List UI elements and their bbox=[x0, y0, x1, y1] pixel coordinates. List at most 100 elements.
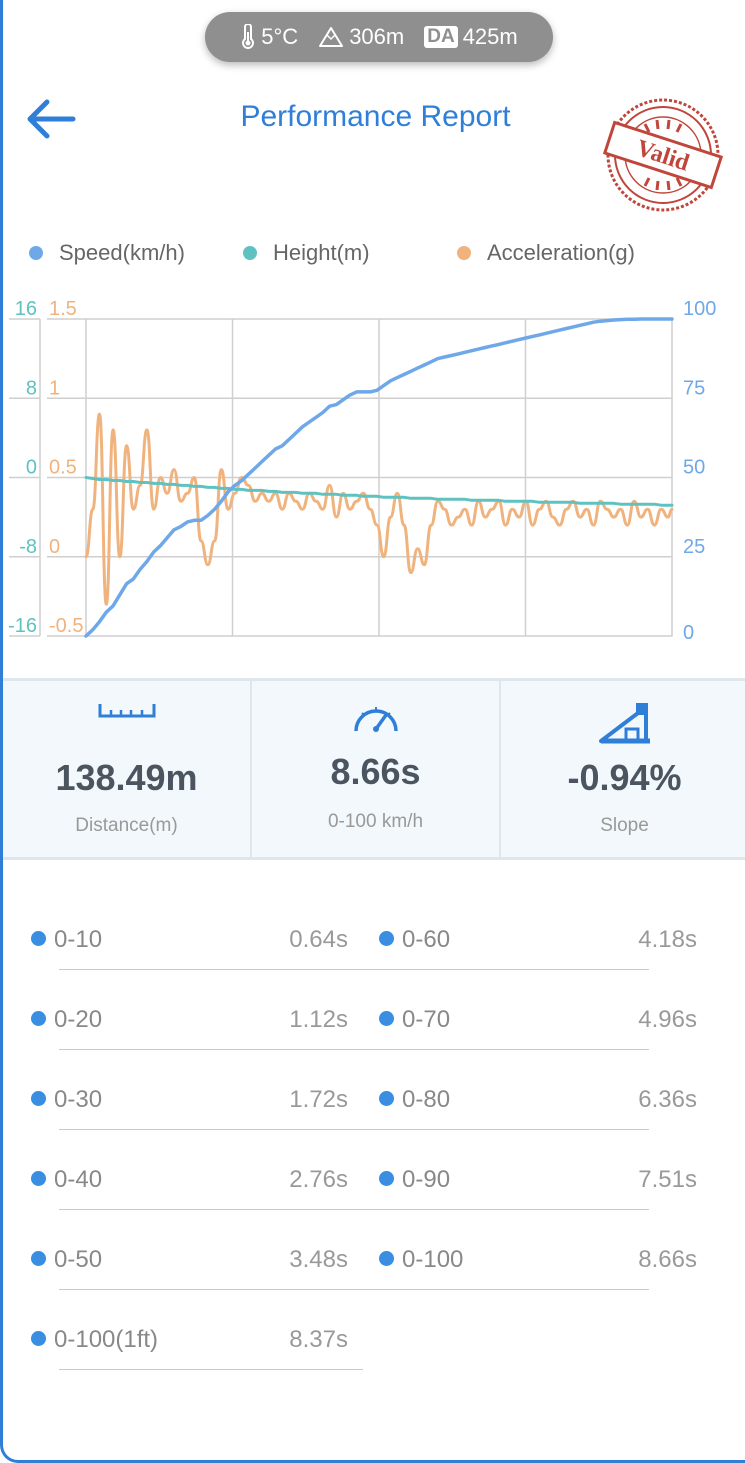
split-row: 0-100 8.66s bbox=[59, 1214, 697, 1294]
performance-chart: 16 1.5 100 8 1 75 0 0.5 50 -8 0 25 -16 -0.5 0 bbox=[8, 298, 716, 644]
page-title: Performance Report bbox=[240, 100, 511, 133]
split-name: 0-90 bbox=[402, 1166, 451, 1193]
split-row: 0-10 0.64s bbox=[31, 894, 361, 974]
acceleration-axis-tick-label: 0.5 bbox=[49, 457, 77, 479]
split-name: 0-100 bbox=[402, 1246, 464, 1273]
split-name: 0-10 bbox=[54, 926, 103, 953]
slope-label: Slope bbox=[600, 815, 649, 836]
split-dot bbox=[379, 1171, 394, 1186]
back-button[interactable] bbox=[23, 96, 79, 142]
speed-legend-dot bbox=[29, 246, 43, 260]
split-row: 0-60 4.18s bbox=[59, 894, 697, 974]
split-row: 0-70 4.96s bbox=[59, 974, 697, 1054]
chart-legend: Speed(km/h) Height(m) Acceleration(g) bbox=[3, 240, 745, 270]
distance-value: 138.49m bbox=[55, 757, 198, 798]
zero-to-hundred-label: 0-100 km/h bbox=[327, 811, 424, 832]
height-axis-tick-label: -16 bbox=[8, 615, 37, 637]
split-name: 0-80 bbox=[402, 1086, 451, 1113]
thermometer-icon bbox=[240, 24, 256, 50]
speed-axis-tick-label: 0 bbox=[683, 622, 694, 644]
ruler-icon bbox=[98, 701, 156, 728]
speed-axis-tick-label: 25 bbox=[683, 536, 705, 558]
acceleration-legend-dot bbox=[457, 246, 471, 260]
split-name: 0-70 bbox=[402, 1006, 451, 1033]
acceleration-axis-tick-label: -0.5 bbox=[49, 615, 83, 637]
split-time: 1.12s bbox=[289, 1006, 348, 1033]
split-time: 2.76s bbox=[289, 1166, 348, 1193]
height-axis-tick-label: 0 bbox=[26, 457, 37, 479]
split-dot bbox=[379, 1091, 394, 1106]
split-divider bbox=[59, 1129, 649, 1130]
split-divider bbox=[59, 969, 649, 970]
split-time: 1.72s bbox=[289, 1086, 348, 1113]
split-divider bbox=[59, 1369, 363, 1370]
speed-axis-tick-label: 100 bbox=[683, 298, 716, 320]
split-dot bbox=[379, 931, 394, 946]
split-time: 8.66s bbox=[638, 1246, 697, 1273]
split-time: 6.36s bbox=[638, 1086, 697, 1113]
split-row: 0-80 6.36s bbox=[59, 1054, 697, 1134]
split-name: 0-20 bbox=[54, 1006, 103, 1033]
slope-value: -0.94% bbox=[567, 757, 682, 798]
slope-icon bbox=[598, 701, 652, 750]
split-divider bbox=[59, 1049, 649, 1050]
back-arrow-icon bbox=[27, 99, 76, 139]
mountain-icon bbox=[318, 26, 344, 48]
valid-stamp: Valid bbox=[601, 96, 725, 214]
height-axis-tick-label: 16 bbox=[15, 298, 37, 320]
speedometer-icon bbox=[352, 701, 400, 740]
split-row: 0-100(1ft) 8.37s bbox=[31, 1294, 363, 1374]
split-row: 0-40 2.76s bbox=[31, 1134, 361, 1214]
height-axis-tick-label: 8 bbox=[26, 377, 37, 399]
acceleration-time-stat: 8.66s 0-100 km/h bbox=[250, 681, 499, 857]
speed-axis-tick-label: 75 bbox=[683, 377, 705, 399]
temperature-segment: 5°C bbox=[240, 24, 298, 50]
height-axis-tick-label: -8 bbox=[19, 536, 37, 558]
split-time: 4.18s bbox=[638, 926, 697, 953]
split-time: 0.64s bbox=[289, 926, 348, 953]
acceleration-axis-tick-label: 1 bbox=[49, 377, 60, 399]
split-name: 0-100(1ft) bbox=[54, 1326, 159, 1353]
split-dot bbox=[31, 1091, 46, 1106]
split-divider bbox=[59, 1289, 649, 1290]
split-dot bbox=[31, 1171, 46, 1186]
split-name: 0-40 bbox=[54, 1166, 103, 1193]
legend-label-speed: Speed(km/h) bbox=[59, 240, 185, 265]
legend-item-height[interactable]: Height(m) bbox=[243, 240, 370, 266]
conditions-pill: 5°C 306m DA 425m bbox=[205, 12, 553, 62]
density-altitude-segment: DA 425m bbox=[424, 24, 518, 50]
legend-item-acceleration[interactable]: Acceleration(g) bbox=[457, 240, 635, 266]
density-altitude-badge: DA bbox=[424, 26, 458, 48]
split-name: 0-30 bbox=[54, 1086, 103, 1113]
stats-panel: 138.49m Distance(m) 8.66s 0-100 km/h -0.… bbox=[3, 678, 745, 860]
split-dot bbox=[31, 1331, 46, 1346]
zero-to-hundred-value: 8.66s bbox=[330, 751, 421, 792]
split-dot bbox=[31, 1251, 46, 1266]
split-divider bbox=[59, 1209, 649, 1210]
split-row: 0-50 3.48s bbox=[31, 1214, 361, 1294]
speed-line bbox=[84, 317, 674, 638]
split-row: 0-20 1.12s bbox=[31, 974, 361, 1054]
density-altitude-value: 425m bbox=[462, 24, 518, 49]
height-legend-dot bbox=[243, 246, 257, 260]
split-name: 0-50 bbox=[54, 1246, 103, 1273]
acceleration-axis-tick-label: 0 bbox=[49, 536, 60, 558]
distance-stat: 138.49m Distance(m) bbox=[3, 681, 250, 857]
split-time: 7.51s bbox=[638, 1166, 697, 1193]
split-name: 0-60 bbox=[402, 926, 451, 953]
split-dot bbox=[379, 1251, 394, 1266]
legend-item-speed[interactable]: Speed(km/h) bbox=[29, 240, 185, 266]
altitude-value: 306m bbox=[349, 24, 405, 49]
split-row: 0-30 1.72s bbox=[31, 1054, 361, 1134]
split-time: 3.48s bbox=[289, 1246, 348, 1273]
split-dot bbox=[31, 931, 46, 946]
distance-label: Distance(m) bbox=[75, 815, 178, 836]
split-time: 8.37s bbox=[289, 1326, 348, 1353]
temperature-value: 5°C bbox=[261, 24, 299, 49]
legend-label-acceleration: Acceleration(g) bbox=[487, 240, 635, 265]
slope-stat: -0.94% Slope bbox=[499, 681, 745, 857]
height-line bbox=[84, 476, 674, 507]
acceleration-axis-tick-label: 1.5 bbox=[49, 298, 77, 320]
split-row: 0-90 7.51s bbox=[59, 1134, 697, 1214]
